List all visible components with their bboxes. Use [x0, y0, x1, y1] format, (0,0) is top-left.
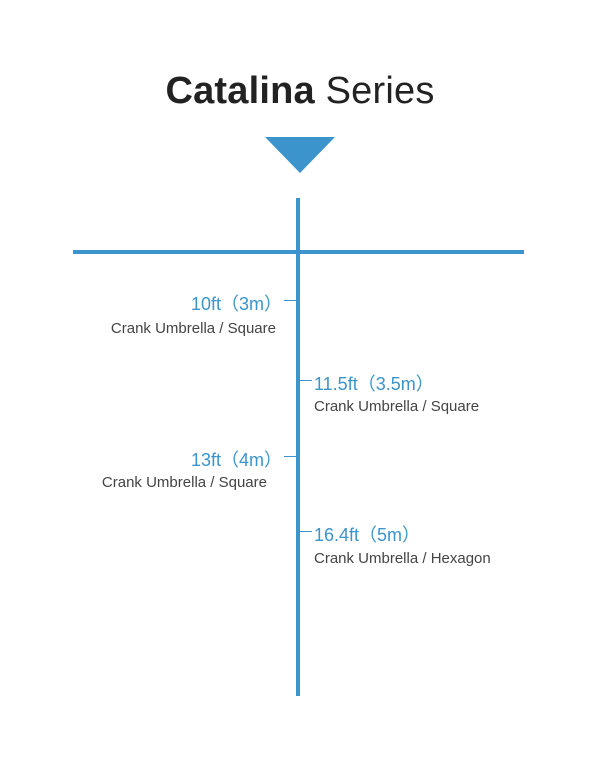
tick-16-4ft — [300, 531, 312, 532]
tick-13ft — [284, 456, 296, 457]
size-label-13ft: 13ft（4m） — [190, 450, 282, 470]
vertical-timeline-line — [296, 198, 300, 696]
desc-label-13ft: Crank Umbrella / Square — [101, 474, 267, 491]
size-label-11-5ft: 11.5ft（3.5m） — [314, 374, 434, 394]
desc-label-11-5ft: Crank Umbrella / Square — [314, 398, 480, 415]
page-title: Catalina Series — [0, 70, 600, 113]
desc-label-16-4ft: Crank Umbrella / Hexagon — [314, 550, 491, 567]
size-label-10ft: 10ft（3m） — [190, 294, 282, 314]
tick-11-5ft — [300, 380, 312, 381]
tick-10ft — [284, 300, 296, 301]
title-series-name: Catalina — [165, 70, 315, 112]
title-series-suffix: Series — [314, 70, 435, 112]
size-label-16-4ft: 16.4ft（5m） — [314, 525, 421, 545]
desc-label-10ft: Crank Umbrella / Square — [110, 320, 276, 337]
down-arrow-icon — [265, 137, 335, 173]
